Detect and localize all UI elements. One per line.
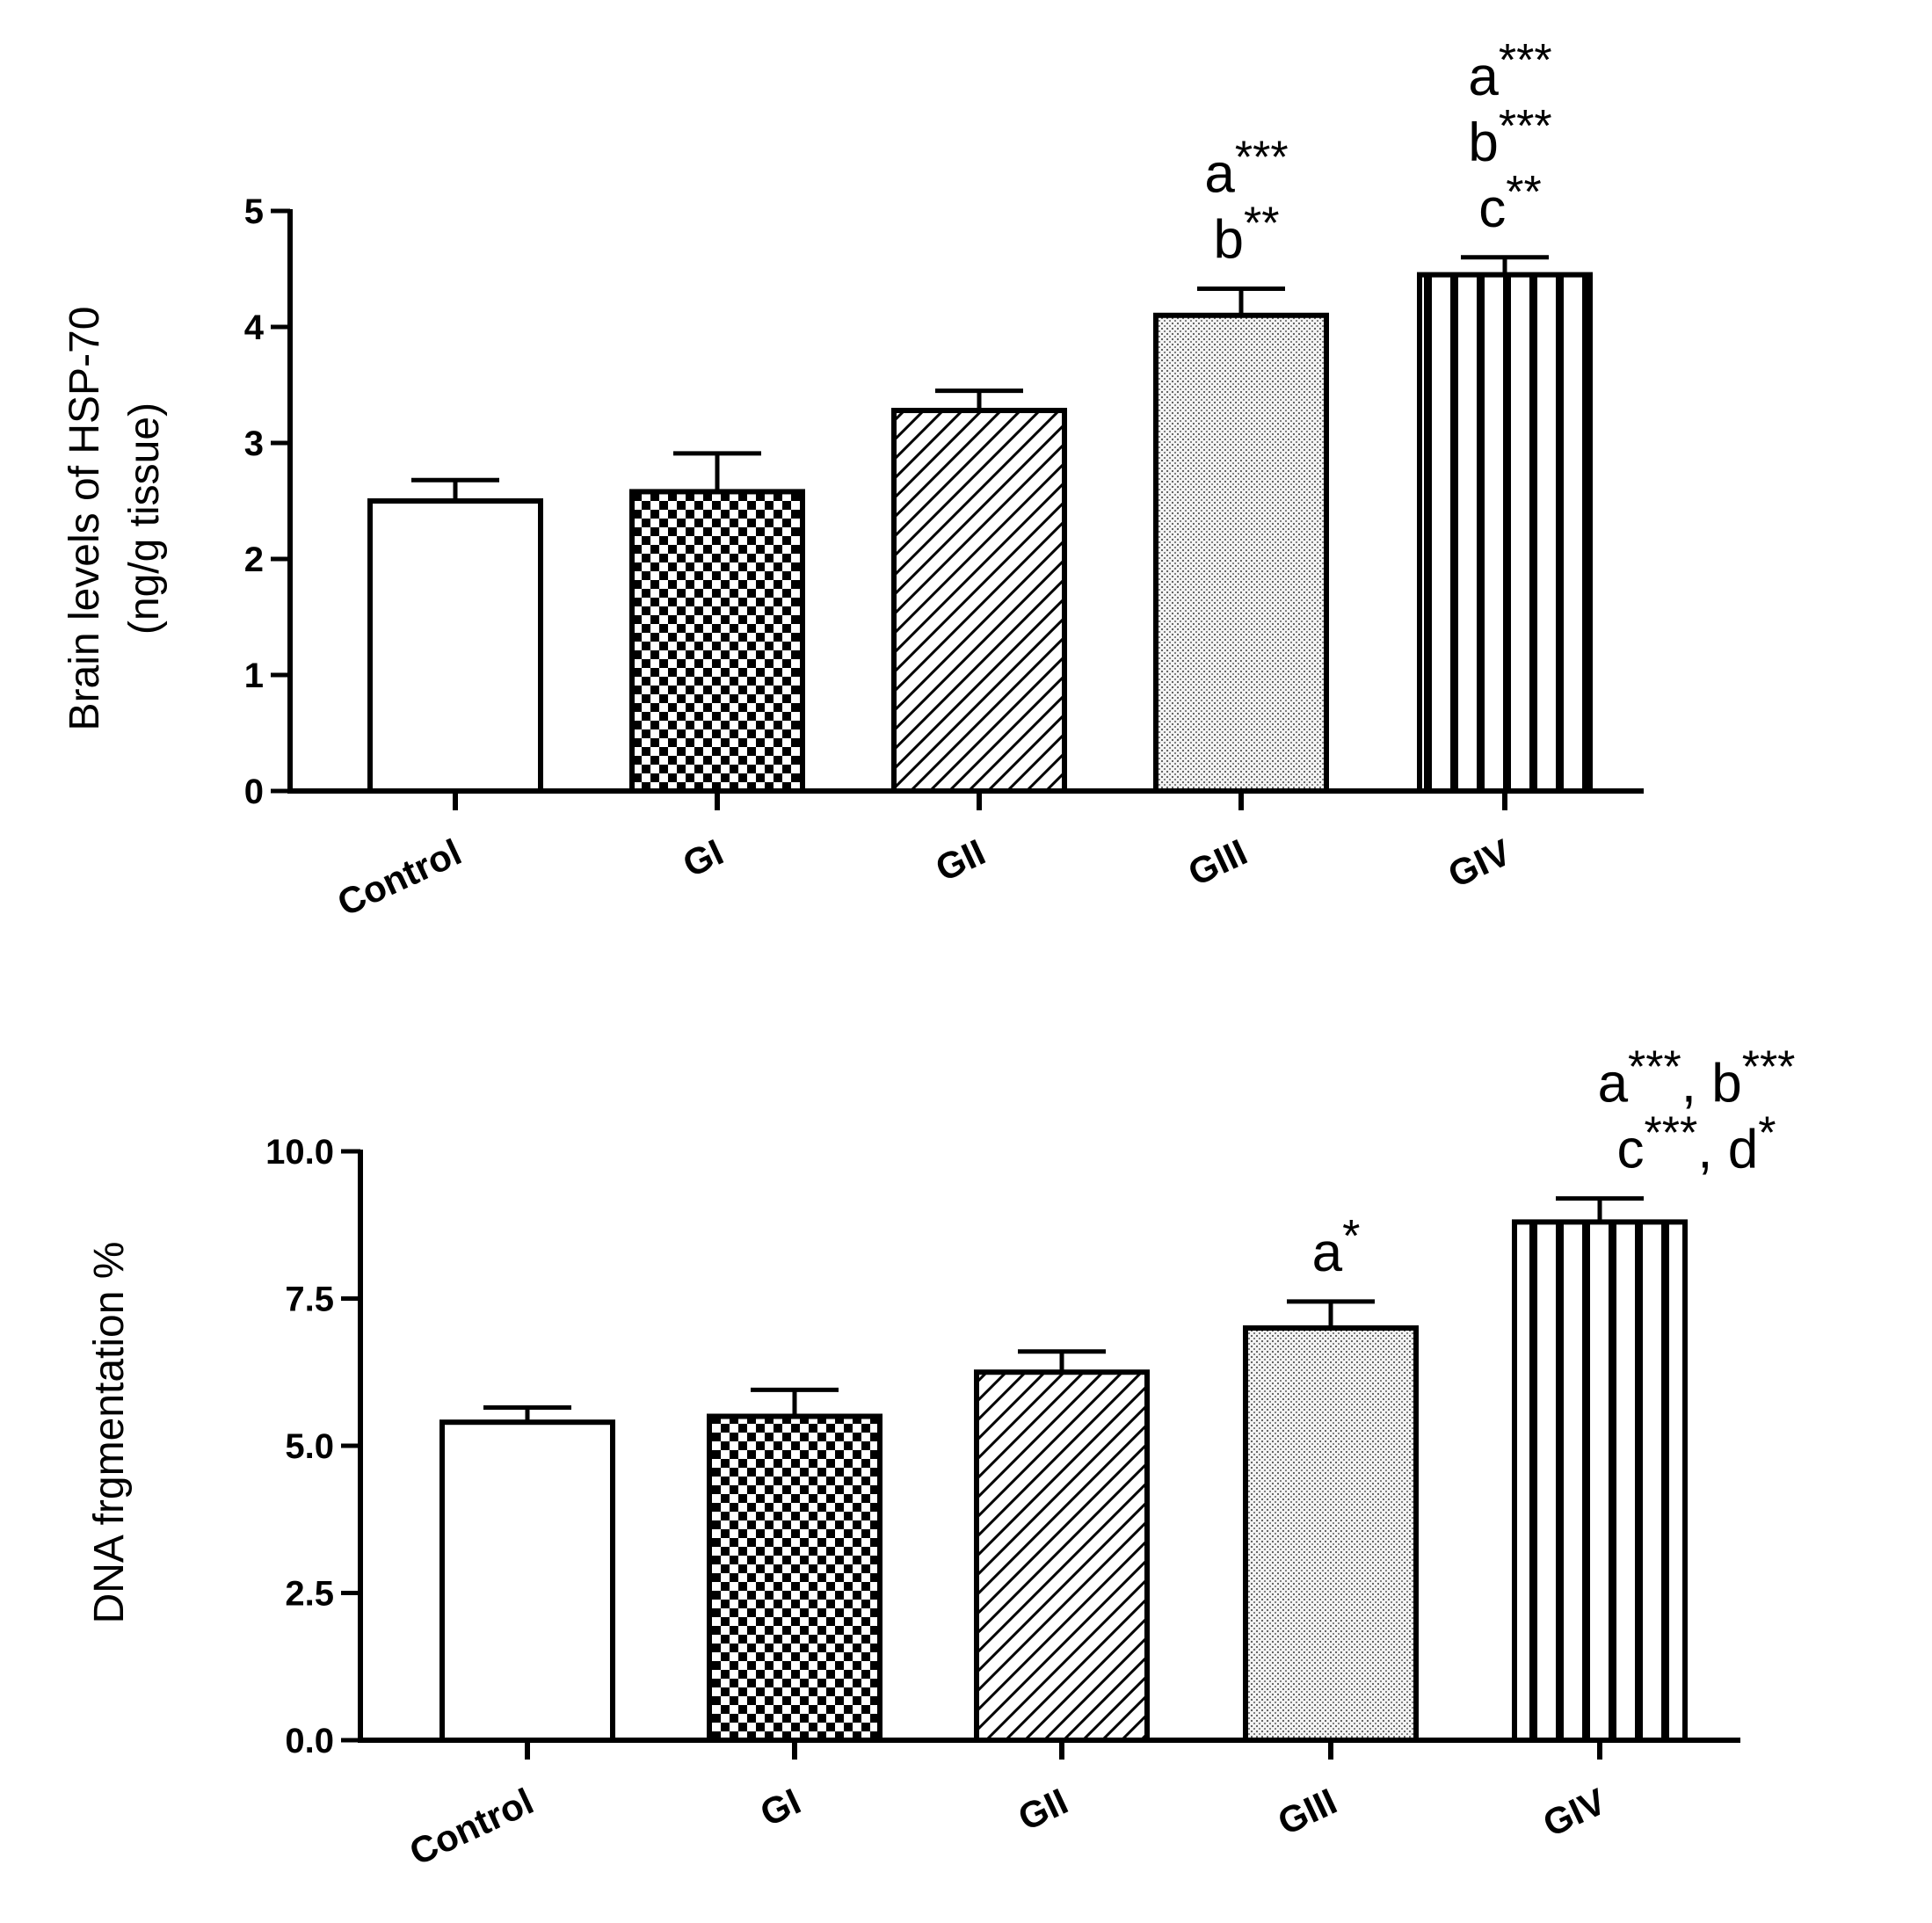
x-category-label: Control (331, 831, 468, 925)
y-tick-label: 4 (244, 308, 265, 347)
annotation-stars: *** (1628, 1042, 1681, 1093)
y-tick-label: 5 (244, 192, 264, 231)
bar-giii (1153, 312, 1329, 794)
x-category-label: GIV (1442, 831, 1516, 896)
bar-gii (974, 1369, 1150, 1743)
annotation-letter: c (1478, 178, 1506, 239)
annotation-stars: * (1342, 1211, 1360, 1262)
significance-annotation: b** (1214, 198, 1280, 270)
significance-annotation: a*** (1468, 35, 1551, 107)
annotation-stars: ** (1244, 198, 1279, 249)
significance-annotation: c** (1478, 167, 1541, 239)
y-tick-label: 3 (244, 425, 264, 463)
y-tick-label: 2.5 (285, 1575, 334, 1614)
annotation-letter: a (1468, 47, 1499, 107)
bar-giii (1243, 1325, 1419, 1743)
bar-giv (1512, 1219, 1688, 1743)
hsp70-chart: Brain levels of HSP-70 (ng/g tissue) 0 1 2… (62, 35, 1644, 924)
annotation-stars: ** (1506, 167, 1541, 218)
annotation-letter: b (1214, 209, 1244, 270)
significance-annotation: c***, d* (1617, 1108, 1776, 1180)
annotation-letter: b (1711, 1054, 1741, 1114)
significance-annotation: b*** (1468, 101, 1551, 173)
y-axis-title-line2: (ng/g tissue) (121, 403, 168, 635)
y-tick-label: 5.0 (285, 1427, 334, 1466)
annotation-stars: *** (1645, 1108, 1698, 1159)
y-tick-label: 2 (244, 541, 264, 579)
annotation-stars: *** (1742, 1042, 1796, 1093)
annotation-stars: *** (1499, 35, 1552, 86)
x-category-label: GII (1012, 1781, 1074, 1839)
y-tick-label: 0 (244, 773, 264, 811)
x-category-label: GIII (1272, 1781, 1343, 1843)
y-axis-title-line1: Brain levels of HSP-70 (62, 307, 108, 731)
bar-gi (707, 1413, 882, 1743)
x-category-label: GI (677, 831, 730, 885)
x-category-label: GII (929, 831, 991, 889)
bar-control (367, 498, 543, 794)
y-axis-title-line1: DNA frgmentation % (86, 1242, 133, 1624)
bar-gi (629, 489, 805, 794)
annotation-letter: a (1312, 1223, 1343, 1283)
annotation-letter: a (1598, 1054, 1629, 1114)
y-tick-label: 10.0 (265, 1133, 334, 1172)
y-tick-label: 1 (244, 657, 264, 695)
bar-gii (891, 408, 1067, 794)
bar-control (439, 1419, 615, 1743)
x-category-label: GIII (1182, 831, 1253, 894)
annotation-letter: a (1204, 143, 1235, 204)
annotation-separator: , (1681, 1054, 1711, 1114)
annotation-letter: d (1728, 1120, 1758, 1180)
x-category-label: GI (754, 1781, 807, 1834)
significance-annotation: a*** (1204, 132, 1288, 204)
x-category-label: GIV (1536, 1781, 1611, 1845)
significance-annotation: a* (1312, 1211, 1361, 1283)
y-tick-label: 0.0 (285, 1722, 334, 1760)
annotation-separator: , (1697, 1120, 1727, 1180)
annotation-stars: *** (1235, 132, 1289, 183)
annotation-stars: * (1758, 1108, 1776, 1159)
bar-giv (1417, 272, 1593, 795)
significance-annotation: a***, b*** (1598, 1042, 1796, 1114)
x-category-label: Control (403, 1781, 540, 1874)
annotation-letter: c (1617, 1120, 1645, 1180)
y-tick-label: 7.5 (285, 1281, 334, 1319)
annotation-stars: *** (1499, 101, 1552, 152)
annotation-letter: b (1468, 112, 1498, 173)
dna-fragmentation-chart: DNA frgmentation % 0.0 2.5 5.0 7.5 10.0 Contr… (86, 1042, 1795, 1874)
